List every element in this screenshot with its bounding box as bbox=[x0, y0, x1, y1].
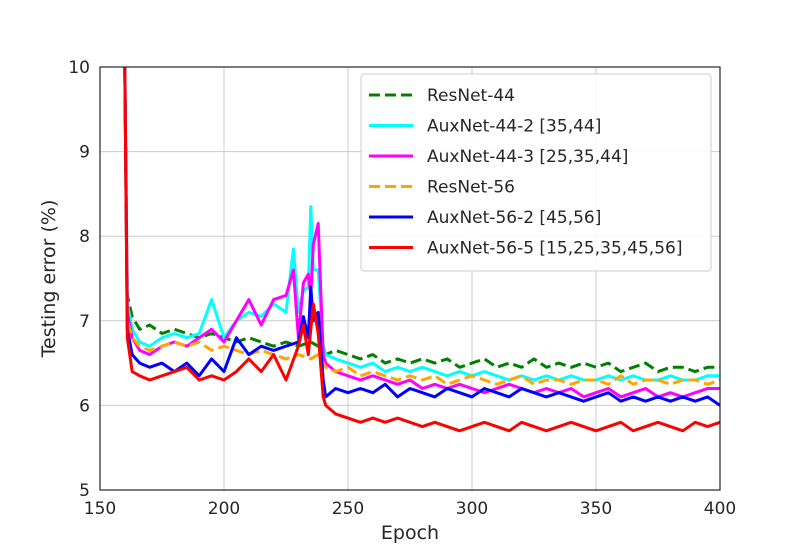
y-axis-title: Testing error (%) bbox=[38, 200, 60, 359]
legend-box bbox=[360, 73, 712, 272]
x-tick-label: 300 bbox=[456, 499, 488, 519]
y-tick-label: 7 bbox=[79, 312, 90, 332]
series-line-4 bbox=[123, 67, 720, 386]
plot-area-frame bbox=[99, 66, 721, 491]
legend-label: AuxNet-44-3 [25,35,44] bbox=[427, 147, 628, 167]
y-tick-label: 5 bbox=[79, 481, 90, 501]
series-line-2 bbox=[123, 67, 720, 382]
series-line-3 bbox=[123, 67, 720, 399]
x-tick-label: 200 bbox=[208, 499, 240, 519]
legend-label: AuxNet-56-2 [45,56] bbox=[427, 208, 601, 228]
x-tick-label: 400 bbox=[704, 499, 736, 519]
x-tick-label: 150 bbox=[84, 499, 116, 519]
x-tick-label: 250 bbox=[332, 499, 364, 519]
legend-label: AuxNet-44-2 [35,44] bbox=[427, 117, 601, 137]
legend: ResNet-44 AuxNet-44-2 [35,44] AuxNet-44-3 … bbox=[360, 73, 712, 272]
x-axis-title: Epoch bbox=[381, 522, 439, 544]
x-tick-label: 350 bbox=[580, 499, 612, 519]
y-tick-label: 9 bbox=[79, 143, 90, 163]
y-tick-label: 8 bbox=[79, 227, 90, 247]
y-tick-label: 10 bbox=[68, 58, 90, 78]
legend-label: ResNet-56 bbox=[427, 178, 515, 198]
legend-label: ResNet-44 bbox=[427, 86, 515, 106]
series-line-1 bbox=[123, 67, 720, 374]
legend-label: AuxNet-56-5 [15,25,35,45,56] bbox=[427, 239, 682, 259]
series-layer bbox=[123, 67, 720, 433]
tick-labels: 150 200 250 300 350 400 5 6 7 8 9 10 bbox=[68, 58, 736, 519]
series-line-5 bbox=[123, 67, 720, 407]
y-tick-label: 6 bbox=[79, 396, 90, 416]
series-line-6 bbox=[123, 67, 720, 433]
